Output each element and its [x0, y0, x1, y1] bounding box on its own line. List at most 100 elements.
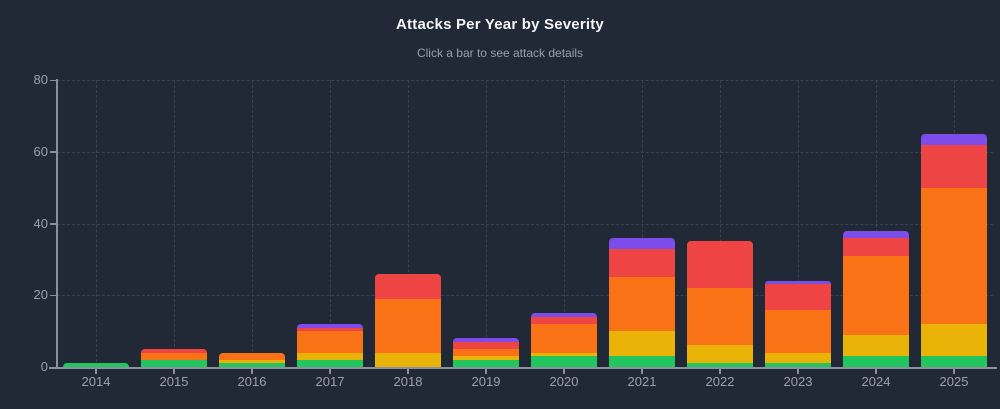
bar-2021-severity-orange[interactable] — [609, 277, 675, 332]
bar-2025-severity-green[interactable] — [921, 356, 987, 367]
chart-title: Attacks Per Year by Severity — [396, 16, 604, 33]
bar-2019-severity-purple[interactable] — [453, 338, 519, 342]
bar-2015-severity-red[interactable] — [141, 349, 207, 353]
bar-2020-severity-red[interactable] — [531, 316, 597, 324]
bar-2015-severity-green[interactable] — [141, 359, 207, 367]
x-tick-2020 — [563, 369, 565, 374]
bar-2016-severity-green[interactable] — [219, 363, 285, 367]
bar-2021-severity-purple[interactable] — [609, 237, 675, 249]
bar-2021-severity-amber[interactable] — [609, 331, 675, 357]
x-tick-label-2025: 2025 — [939, 374, 969, 389]
bar-2022-severity-red[interactable] — [687, 241, 753, 289]
chart-subtitle: Click a bar to see attack details — [416, 46, 584, 60]
gridline-x-2016 — [252, 80, 253, 367]
x-tick-label-2020: 2020 — [549, 374, 579, 389]
bar-2017-severity-green[interactable] — [297, 359, 363, 367]
gridline-y-20 — [57, 295, 993, 297]
bar-2024-severity-green[interactable] — [843, 356, 909, 367]
bar-2019-severity-red[interactable] — [453, 341, 519, 350]
bar-2024-severity-red[interactable] — [843, 237, 909, 256]
x-tick-2021 — [641, 369, 643, 374]
bar-2017-severity-amber[interactable] — [297, 352, 363, 360]
gridline-x-2020 — [564, 80, 565, 367]
bar-2019-severity-green[interactable] — [453, 359, 519, 367]
bar-2023-severity-amber[interactable] — [765, 352, 831, 364]
y-tick-80 — [50, 79, 57, 81]
x-tick-label-2022: 2022 — [705, 374, 735, 389]
x-tick-2014 — [95, 369, 97, 374]
x-tick-2024 — [875, 369, 877, 374]
x-tick-2016 — [251, 369, 253, 374]
bar-2017-severity-orange[interactable] — [297, 331, 363, 353]
bar-2023-severity-purple[interactable] — [765, 280, 831, 285]
gridline-x-2014 — [96, 80, 97, 367]
gridline-x-2024 — [876, 80, 877, 367]
x-tick-label-2021: 2021 — [627, 374, 657, 389]
x-tick-label-2018: 2018 — [393, 374, 423, 389]
bar-2021-severity-green[interactable] — [609, 356, 675, 367]
bar-2025-severity-amber[interactable] — [921, 323, 987, 357]
gridline-x-2015 — [174, 80, 175, 367]
x-tick-label-2014: 2014 — [81, 374, 111, 389]
bar-2025-severity-red[interactable] — [921, 144, 987, 188]
y-tick-60 — [50, 151, 57, 153]
bar-2024-severity-purple[interactable] — [843, 230, 909, 238]
bar-2020-severity-purple[interactable] — [531, 313, 597, 317]
bar-2025-severity-purple[interactable] — [921, 133, 987, 145]
bar-2017-severity-purple[interactable] — [297, 323, 363, 328]
gridline-y-60 — [57, 151, 993, 153]
y-axis-line — [56, 79, 58, 369]
x-tick-label-2023: 2023 — [783, 374, 813, 389]
bar-2022-severity-green[interactable] — [687, 363, 753, 367]
bar-2018-severity-orange[interactable] — [375, 298, 441, 353]
x-axis-line — [49, 367, 997, 369]
bar-2018-severity-red[interactable] — [375, 273, 441, 299]
x-tick-2023 — [797, 369, 799, 374]
x-tick-label-2015: 2015 — [159, 374, 189, 389]
bar-2022-severity-orange[interactable] — [687, 288, 753, 346]
x-tick-label-2019: 2019 — [471, 374, 501, 389]
bar-2018-severity-amber[interactable] — [375, 352, 441, 367]
x-tick-label-2016: 2016 — [237, 374, 267, 389]
x-tick-label-2024: 2024 — [861, 374, 891, 389]
bar-2023-severity-orange[interactable] — [765, 309, 831, 353]
y-tick-label-0: 0 — [40, 359, 48, 374]
bar-2025-severity-orange[interactable] — [921, 187, 987, 324]
y-tick-20 — [50, 294, 57, 297]
gridline-y-80 — [57, 80, 993, 81]
x-tick-2019 — [485, 369, 487, 374]
x-tick-2025 — [953, 369, 955, 374]
bar-2024-severity-orange[interactable] — [843, 255, 909, 335]
bar-2017-severity-red[interactable] — [297, 327, 363, 332]
gridline-x-2017 — [330, 80, 331, 367]
gridline-y-40 — [57, 223, 993, 225]
bar-2023-severity-red[interactable] — [765, 284, 831, 310]
bar-2024-severity-amber[interactable] — [843, 334, 909, 357]
y-tick-label-80: 80 — [33, 72, 48, 87]
bar-2023-severity-green[interactable] — [765, 363, 831, 367]
y-tick-40 — [50, 223, 57, 225]
x-tick-2017 — [329, 369, 331, 374]
bar-2021-severity-red[interactable] — [609, 248, 675, 278]
y-tick-label-60: 60 — [33, 143, 48, 159]
gridline-x-2019 — [486, 80, 487, 367]
gridline-x-2021 — [642, 80, 643, 367]
bar-2022-severity-amber[interactable] — [687, 345, 753, 364]
y-tick-label-40: 40 — [33, 215, 48, 231]
x-tick-2022 — [719, 369, 721, 374]
bar-2014-severity-green[interactable] — [63, 363, 129, 367]
bar-2015-severity-orange[interactable] — [141, 352, 207, 360]
bar-2019-severity-amber[interactable] — [453, 356, 519, 360]
bar-2020-severity-orange[interactable] — [531, 323, 597, 353]
bar-2016-severity-orange[interactable] — [219, 352, 285, 360]
x-tick-2018 — [407, 369, 409, 374]
bar-2016-severity-amber[interactable] — [219, 359, 285, 364]
bar-2019-severity-orange[interactable] — [453, 349, 519, 357]
y-tick-label-20: 20 — [33, 287, 48, 303]
gridline-x-2022 — [720, 80, 721, 367]
x-tick-2015 — [173, 369, 175, 374]
bar-2020-severity-amber[interactable] — [531, 352, 597, 357]
bar-2020-severity-green[interactable] — [531, 356, 597, 367]
